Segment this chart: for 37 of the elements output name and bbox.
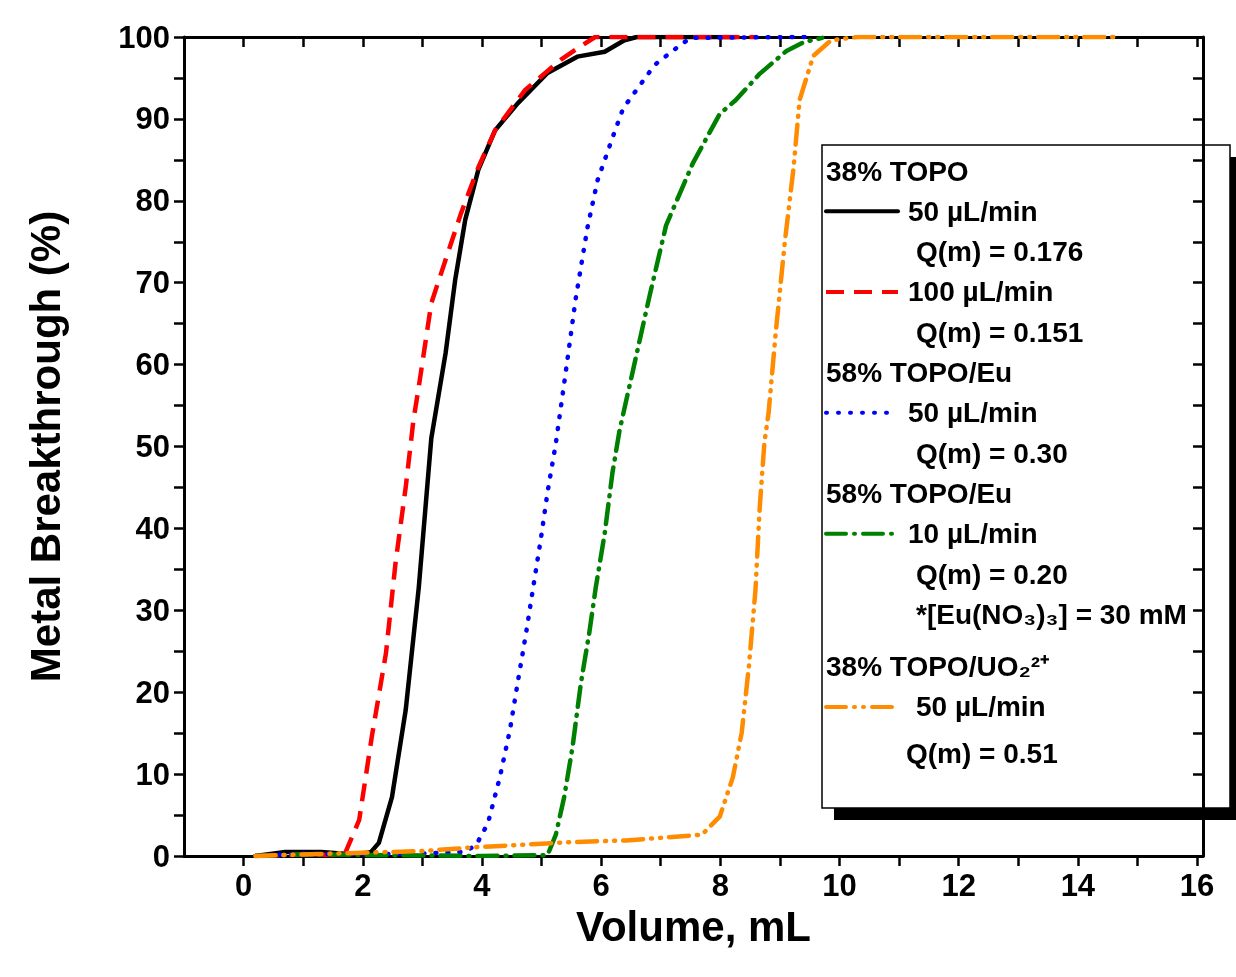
x-axis-title: Volume, mL <box>576 903 811 951</box>
annotation: 58% TOPO/Eu <box>826 477 1013 509</box>
x-tick-label: 2 <box>354 868 372 903</box>
annotation: 58% TOPO/Eu <box>826 357 1013 388</box>
y-tick-label: 70 <box>135 265 170 301</box>
annotation: Q(m) = 0.20 <box>916 558 1068 590</box>
y-tick-label: 10 <box>135 756 170 792</box>
legend-label: 50 µL/min <box>916 691 1046 723</box>
x-tick-label: 8 <box>711 868 729 903</box>
x-tick-label: 16 <box>1179 868 1215 903</box>
legend-label: 10 µL/min <box>908 518 1038 550</box>
y-tick-label: 90 <box>135 101 170 137</box>
x-tick-label: 14 <box>1060 868 1096 903</box>
x-tick-label: 6 <box>592 868 610 903</box>
legend-label: 100 µL/min <box>908 276 1054 308</box>
annotation: Q(m) = 0.30 <box>916 437 1068 469</box>
y-tick-label: 40 <box>135 510 170 546</box>
y-axis-title: Metal Breakthrough (%) <box>21 210 69 683</box>
y-tick-label: 50 <box>135 429 170 464</box>
annotation: Q(m) = 0.151 <box>916 316 1084 348</box>
annotation: 38% TOPO <box>826 155 969 187</box>
annotation: *[Eu(NO₃)₃] = 30 mM <box>916 598 1187 630</box>
y-tick-label: 60 <box>135 347 170 383</box>
y-tick-label: 80 <box>135 183 170 219</box>
annotation: 38% TOPO/UO₂²⁺ <box>826 651 1050 683</box>
y-tick-label: 0 <box>152 838 170 874</box>
legend-label: 50 µL/min <box>908 195 1038 227</box>
x-tick-label: 10 <box>822 868 857 903</box>
annotation: Q(m) = 0.51 <box>906 737 1058 769</box>
y-tick-label: 100 <box>118 19 170 55</box>
x-tick-label: 0 <box>234 868 253 903</box>
x-tick-label: 12 <box>941 868 976 903</box>
y-tick-label: 30 <box>135 592 170 628</box>
x-tick-label: 4 <box>473 868 492 903</box>
y-tick-label: 20 <box>135 674 170 710</box>
legend-label: 50 µL/min <box>908 397 1038 429</box>
annotation: Q(m) = 0.176 <box>916 236 1084 268</box>
